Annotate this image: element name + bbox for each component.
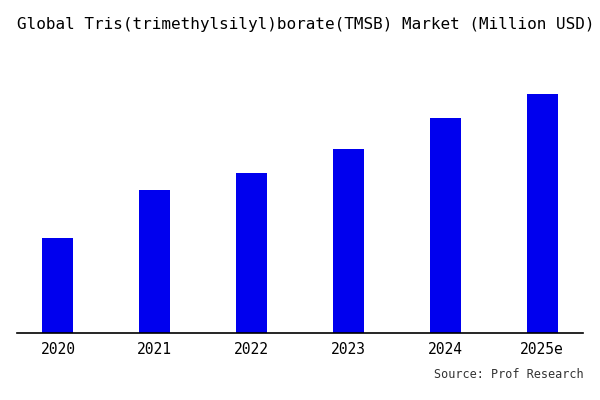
Bar xyxy=(236,172,267,333)
Bar xyxy=(139,190,170,333)
Text: Global Tris(trimethylsilyl)borate(TMSB) Market (Million USD): Global Tris(trimethylsilyl)borate(TMSB) … xyxy=(17,17,594,32)
Bar xyxy=(43,238,73,333)
Bar xyxy=(527,94,557,333)
Bar xyxy=(430,118,461,333)
Bar xyxy=(333,149,364,333)
Text: Source: Prof Research: Source: Prof Research xyxy=(434,368,583,381)
